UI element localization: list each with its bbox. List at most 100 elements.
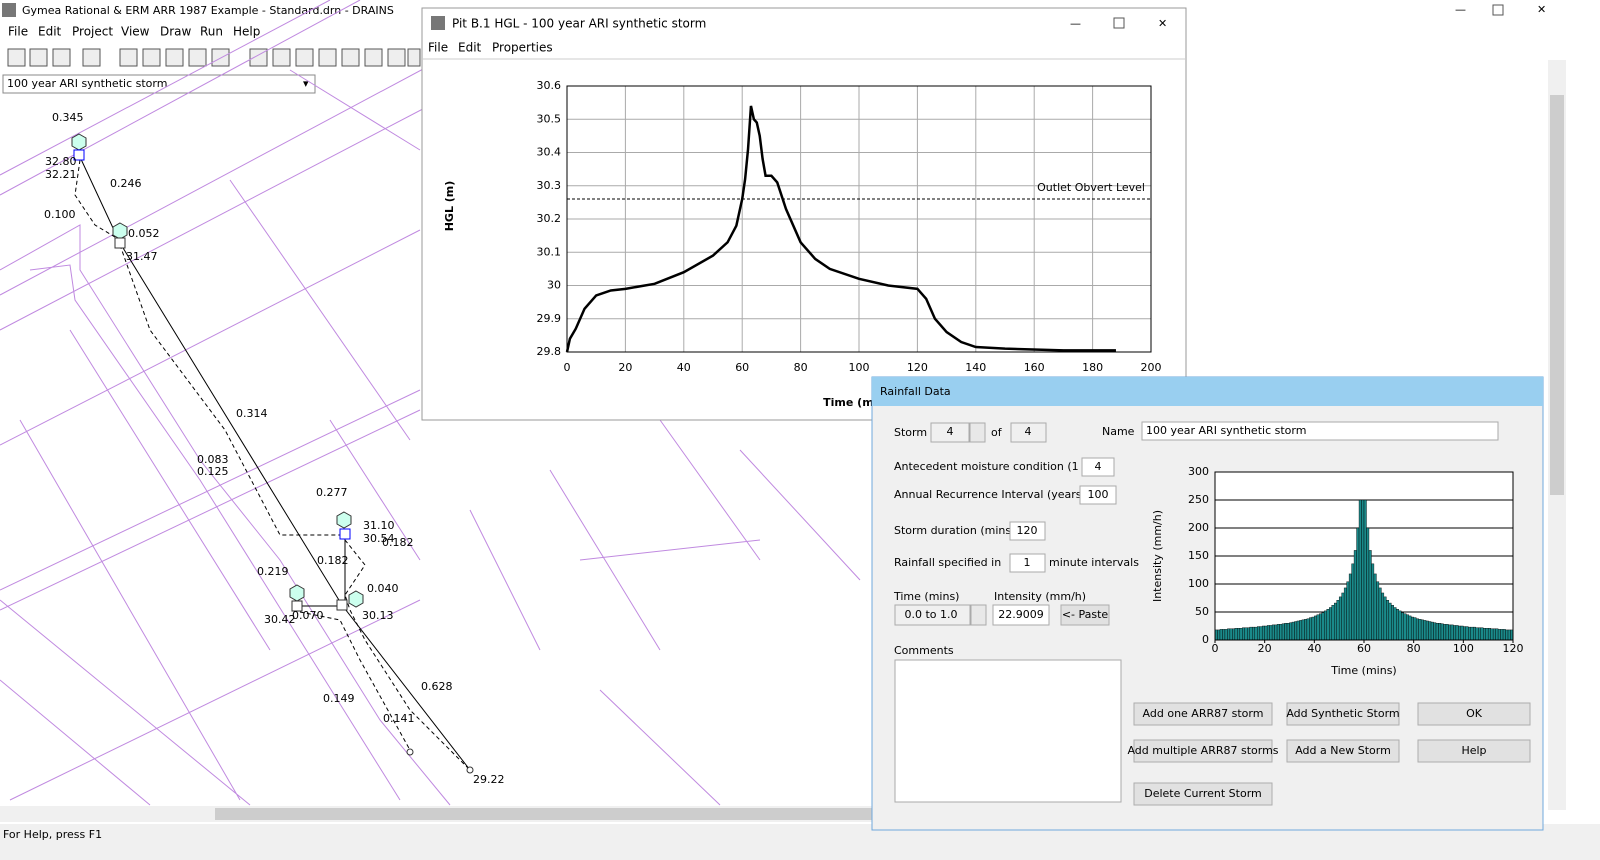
dropdown-arrow[interactable]: ▾: [303, 77, 309, 90]
hgl-min[interactable]: —: [1070, 17, 1081, 30]
bar: [1356, 527, 1360, 641]
app-title: Gymea Rational & ERM ARR 1987 Example - …: [22, 4, 394, 17]
bar: [1495, 628, 1499, 641]
map-label: 0.052: [128, 227, 160, 240]
bar: [1351, 563, 1355, 641]
input[interactable]: [992, 604, 1050, 626]
bar: [1450, 624, 1454, 641]
bar: [1373, 573, 1377, 641]
bar: [1381, 592, 1385, 641]
input[interactable]: [1079, 485, 1117, 505]
bar: [1425, 620, 1429, 641]
y-tick-label: 30.5: [537, 112, 562, 125]
menu-item[interactable]: Properties: [492, 41, 553, 55]
map-label: 31.47: [126, 250, 158, 263]
bar: [1505, 629, 1509, 641]
input[interactable]: [1141, 421, 1499, 441]
bar: [1401, 612, 1404, 641]
button-frame: [1133, 739, 1273, 763]
y-tick-label: 250: [1188, 493, 1209, 506]
bar: [1455, 625, 1459, 641]
h-scroll-thumb[interactable]: [215, 808, 872, 820]
bar: [1445, 624, 1449, 641]
input[interactable]: [1009, 553, 1046, 573]
label: of: [991, 426, 1003, 439]
button[interactable]: Add Synthetic Storm: [1286, 702, 1400, 726]
pits: [71, 133, 474, 774]
x-tick-label: 80: [1407, 642, 1421, 655]
input[interactable]: [1009, 521, 1046, 541]
x-tick-label: 60: [1357, 642, 1371, 655]
x-tick-label: 180: [1082, 361, 1103, 374]
bar: [1371, 563, 1375, 641]
menu-item[interactable]: View: [121, 25, 150, 39]
x-tick-label: 0: [564, 361, 571, 374]
button-frame: [1133, 782, 1273, 806]
value: 4: [1095, 460, 1102, 473]
v-scroll-thumb[interactable]: [1550, 95, 1564, 495]
button-text: Add Synthetic Storm: [1286, 707, 1399, 720]
menu-item[interactable]: Edit: [458, 41, 482, 55]
bar: [1470, 626, 1474, 641]
input[interactable]: [930, 422, 970, 443]
bar: [1435, 623, 1439, 641]
plot-frame: [1214, 471, 1514, 641]
close-button[interactable]: ✕: [1537, 3, 1546, 16]
input[interactable]: [1081, 457, 1115, 477]
map-label: 0.628: [421, 680, 453, 693]
button-frame: [1286, 739, 1400, 763]
bar: [1279, 624, 1283, 641]
menu-item[interactable]: Project: [72, 25, 113, 39]
menu-item[interactable]: File: [8, 25, 28, 39]
button[interactable]: OK: [1417, 702, 1531, 726]
bar: [1353, 550, 1357, 641]
y-tick-label: 30.6: [537, 79, 562, 92]
x-tick-label: 80: [794, 361, 808, 374]
hgl-close[interactable]: ✕: [1158, 17, 1167, 30]
button[interactable]: Add multiple ARR87 storms: [1127, 739, 1279, 763]
map-label: 0.219: [257, 565, 289, 578]
menu-item[interactable]: File: [428, 41, 448, 55]
label: Storm: [894, 426, 927, 439]
bar: [1418, 619, 1422, 641]
y-tick-label: 29.9: [537, 312, 562, 325]
menu-item[interactable]: Run: [200, 25, 223, 39]
comments-box[interactable]: [894, 659, 1122, 803]
bar: [1257, 626, 1260, 641]
storm-select-text: 100 year ARI synthetic storm: [7, 77, 167, 90]
button[interactable]: Add one ARR87 storm: [1133, 702, 1273, 726]
map-label: 0.149: [323, 692, 355, 705]
bar: [1239, 628, 1243, 641]
value: 22.9009: [998, 608, 1044, 621]
button[interactable]: Delete Current Storm: [1133, 782, 1273, 806]
menu-item[interactable]: Help: [233, 25, 260, 39]
bar: [1294, 621, 1298, 641]
paste-button[interactable]: <- Paste: [1060, 604, 1110, 626]
button[interactable]: Add a New Storm: [1286, 739, 1400, 763]
map-label: 0.100: [44, 208, 76, 221]
spinner[interactable]: [969, 422, 986, 443]
spinner[interactable]: [970, 604, 987, 626]
bar: [1247, 627, 1250, 641]
bar: [1383, 596, 1387, 641]
hgl-max[interactable]: [1113, 17, 1125, 29]
menu-item[interactable]: Draw: [160, 25, 192, 39]
bar: [1448, 624, 1452, 641]
label: Name: [1102, 425, 1135, 438]
restore-button[interactable]: [1492, 4, 1504, 16]
map-label: 0.182: [382, 536, 414, 549]
hgl-icon: [431, 16, 445, 30]
bar: [1408, 615, 1412, 641]
map-label: 0.345: [52, 111, 84, 124]
min-button[interactable]: —: [1455, 3, 1466, 16]
bar: [1274, 624, 1278, 641]
menu-item[interactable]: Edit: [38, 25, 62, 39]
bar: [1443, 624, 1447, 641]
button[interactable]: Help: [1417, 739, 1531, 763]
bar: [1299, 620, 1303, 641]
button-text: Add multiple ARR87 storms: [1127, 744, 1278, 757]
bar: [1326, 609, 1330, 641]
bar: [1224, 629, 1228, 641]
bar: [1460, 625, 1464, 641]
storm-select[interactable]: [2, 74, 316, 94]
